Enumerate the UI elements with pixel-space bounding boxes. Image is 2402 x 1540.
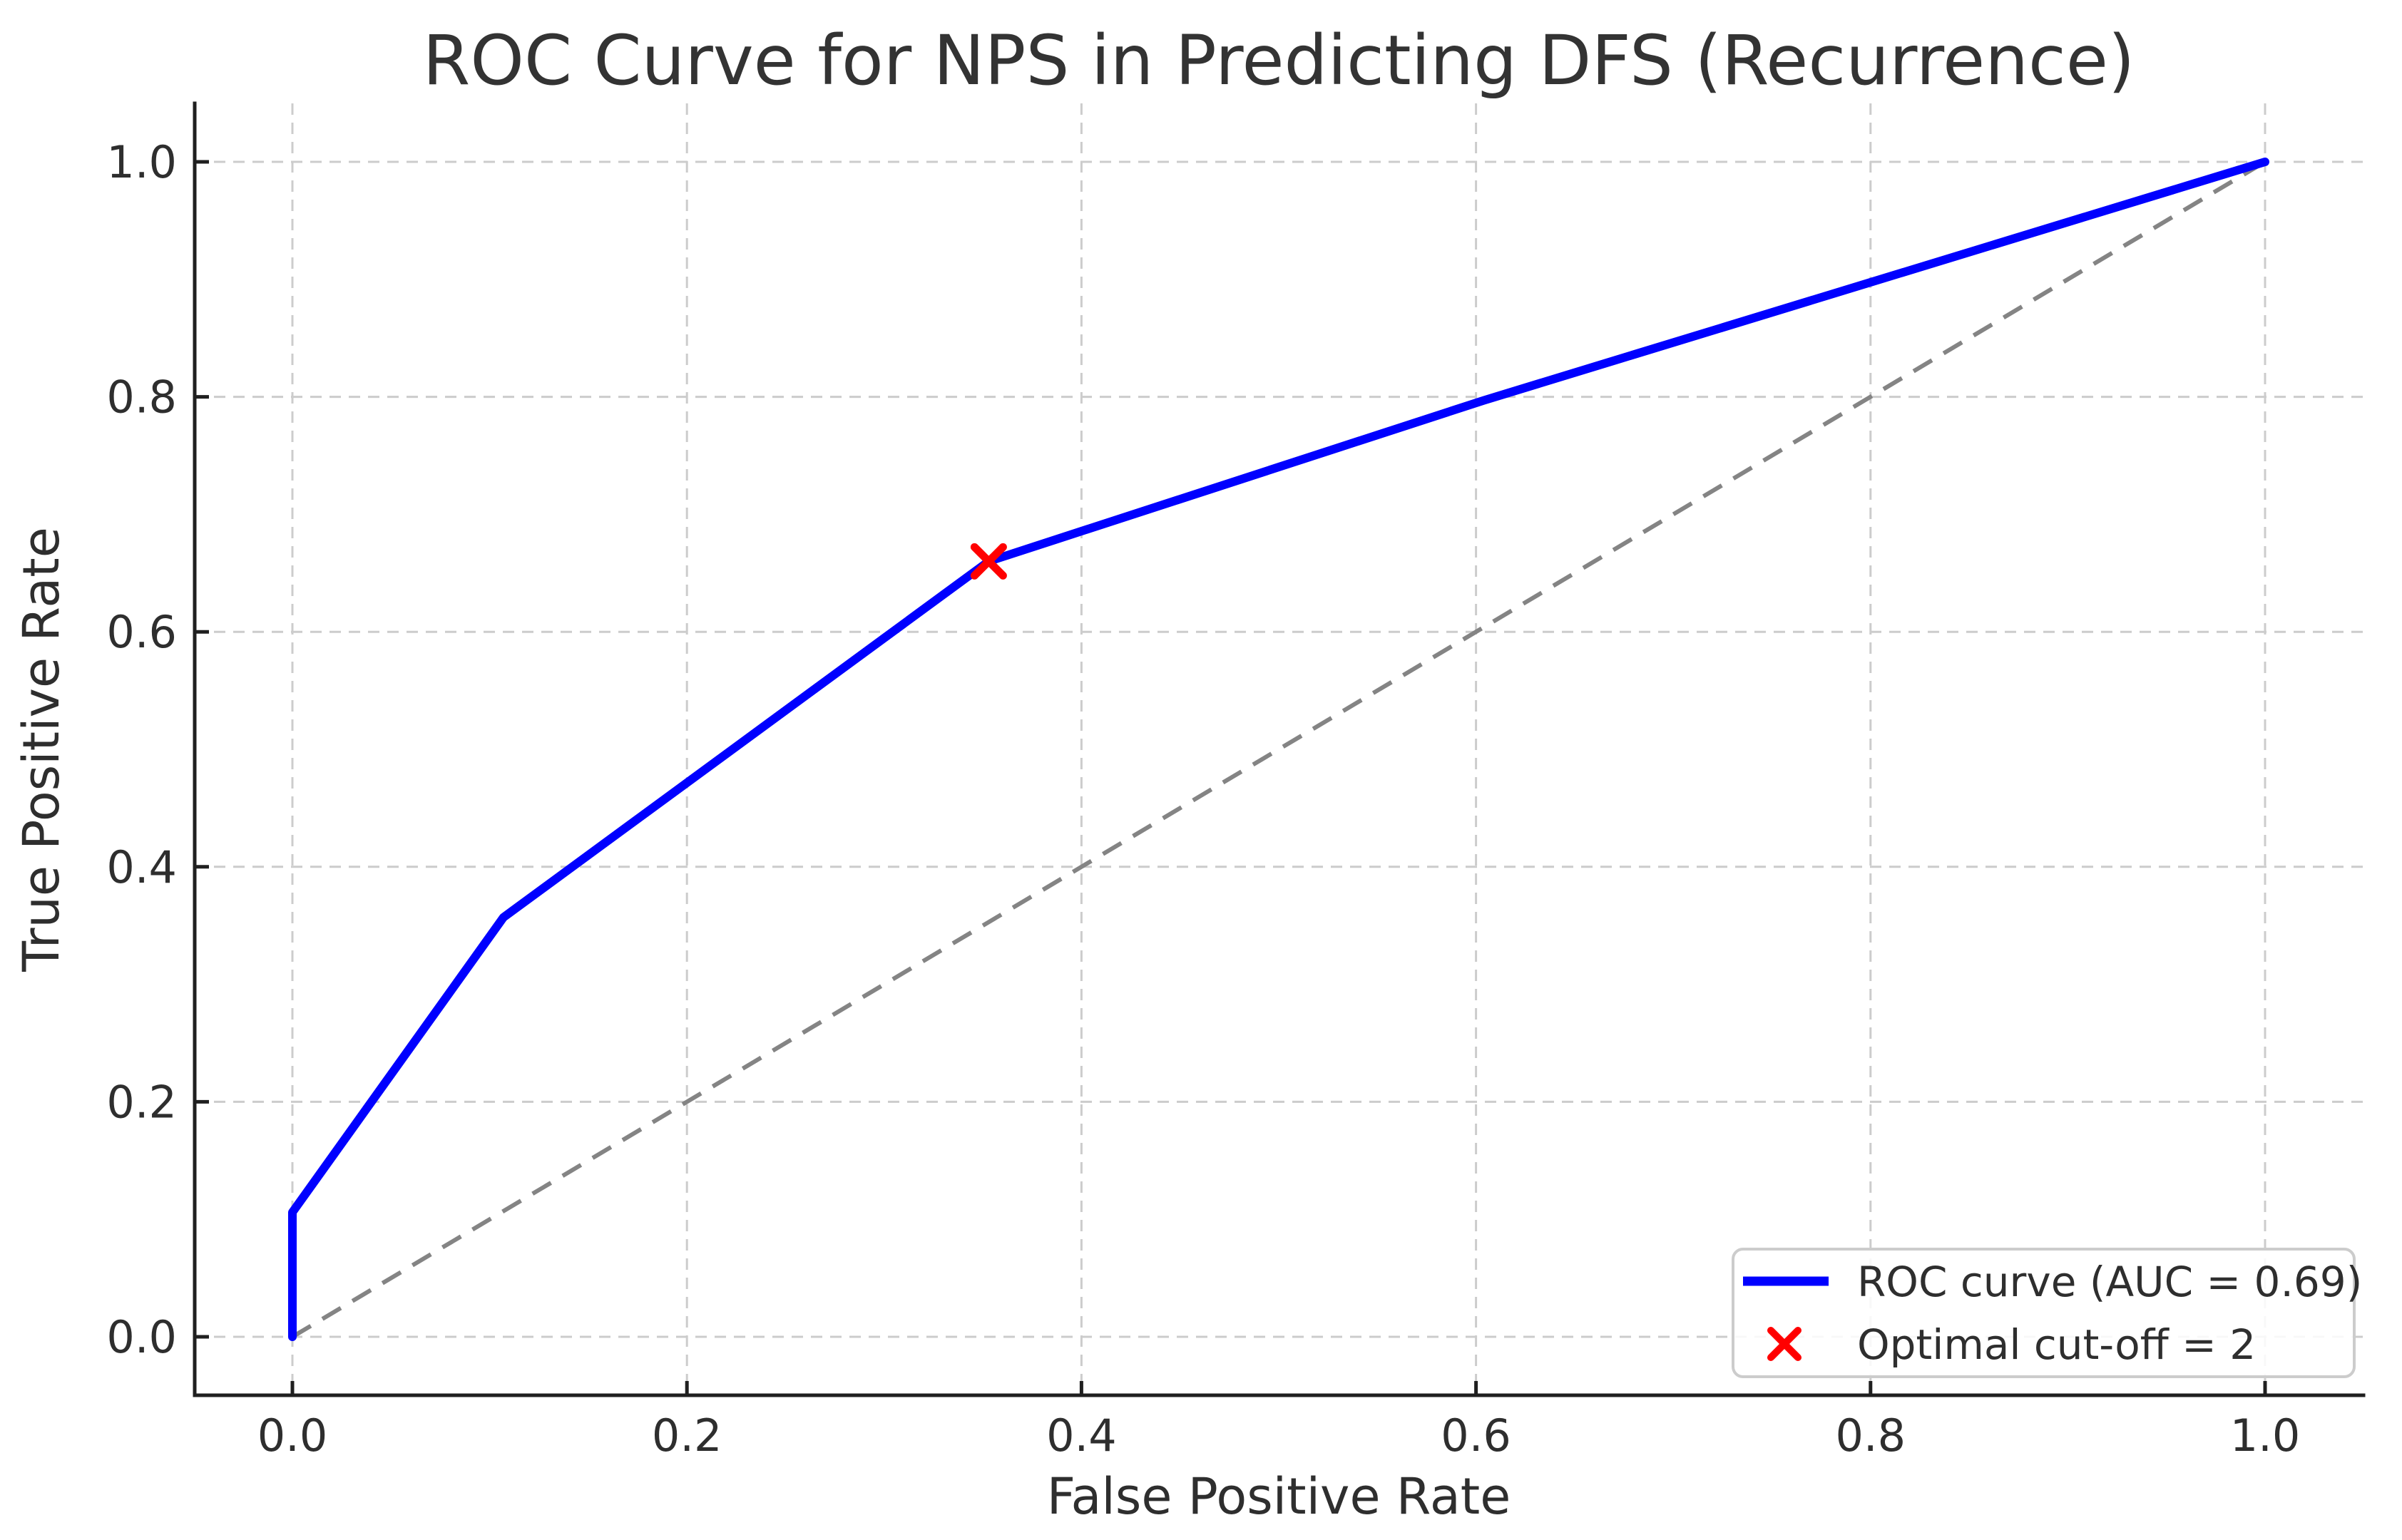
y-tick-label: 0.0 — [106, 1311, 177, 1363]
roc-curve-line — [288, 158, 2269, 1341]
tick-layer: 0.0 0.2 0.4 0.6 0.8 1.0 0.0 0.2 0.4 0.6 0.8 1.0 — [106, 136, 2300, 1462]
y-tick-label: 1.0 — [106, 136, 177, 188]
y-tick-label: 0.6 — [106, 606, 177, 658]
chart-title: ROC Curve for NPS in Predicting DFS (Rec… — [423, 21, 2135, 101]
x-tick-label: 0.2 — [652, 1410, 722, 1462]
y-tick-label: 0.2 — [106, 1076, 177, 1128]
legend-x-marker-icon — [1767, 1327, 1802, 1361]
roc-curve-layer — [288, 158, 2269, 1341]
x-tick-label: 0.0 — [257, 1410, 328, 1462]
y-tick-label: 0.4 — [106, 841, 177, 893]
x-tick-label: 0.6 — [1441, 1410, 1511, 1462]
legend-roc-label: ROC curve (AUC = 0.69) — [1857, 1258, 2362, 1306]
optimal-cutoff-marker-layer — [970, 543, 1007, 580]
legend-cutoff-label: Optimal cut-off = 2 — [1857, 1320, 2256, 1369]
x-tick-label: 1.0 — [2230, 1410, 2301, 1462]
axes-spines — [193, 101, 2366, 1397]
y-axis-label: True Positive Rate — [12, 527, 71, 972]
legend: ROC curve (AUC = 0.69) Optimal cut-off =… — [1732, 1248, 2362, 1378]
optimal-cutoff-x-marker — [970, 543, 1007, 580]
x-tick-label: 0.4 — [1046, 1410, 1117, 1462]
legend-box — [1732, 1248, 2356, 1378]
x-axis-label: False Positive Rate — [1047, 1467, 1511, 1526]
y-tick-label: 0.8 — [106, 371, 177, 423]
x-tick-label: 0.8 — [1835, 1410, 1906, 1462]
grid-layer — [195, 103, 2363, 1395]
x-marker-stroke — [1767, 1327, 1802, 1361]
